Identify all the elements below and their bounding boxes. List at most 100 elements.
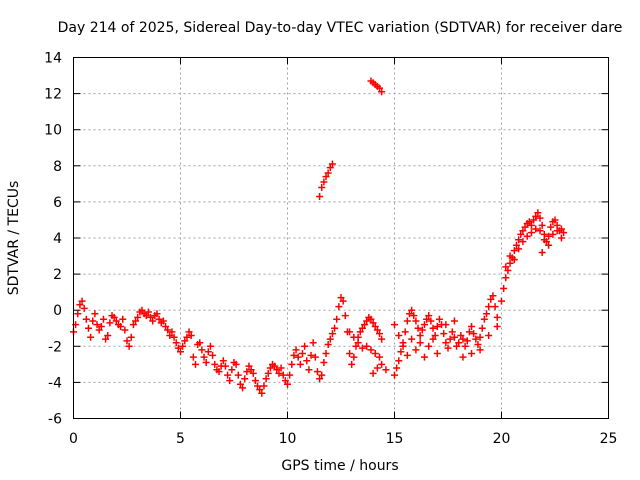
- data-point: [367, 315, 375, 323]
- data-point: [485, 331, 493, 339]
- data-point: [532, 212, 540, 220]
- x-tick-label: 5: [176, 431, 185, 447]
- data-point: [403, 351, 411, 359]
- data-point: [153, 310, 161, 318]
- data-point: [395, 331, 403, 339]
- data-point: [144, 308, 152, 316]
- y-tick-label: 10: [44, 123, 62, 139]
- data-point: [515, 245, 523, 253]
- data-point: [431, 331, 439, 339]
- data-point: [127, 333, 135, 341]
- data-point: [382, 366, 390, 374]
- data-point: [228, 366, 236, 374]
- data-point: [391, 321, 398, 329]
- data-point: [226, 377, 234, 385]
- data-point: [399, 342, 407, 350]
- data-point: [348, 360, 356, 368]
- data-point: [433, 322, 441, 330]
- data-point: [341, 312, 349, 320]
- data-point: [333, 315, 341, 323]
- data-point: [95, 326, 103, 334]
- data-point: [198, 346, 206, 354]
- data-point: [249, 369, 257, 377]
- data-point: [204, 348, 212, 356]
- data-point: [106, 319, 114, 327]
- data-point: [557, 225, 565, 233]
- plot-frame: [73, 57, 609, 419]
- data-point: [450, 317, 458, 325]
- data-point: [551, 216, 559, 224]
- data-point: [378, 88, 386, 96]
- data-point: [224, 371, 232, 379]
- data-point: [420, 321, 428, 329]
- data-point: [425, 312, 433, 320]
- data-point: [405, 310, 413, 318]
- data-point: [102, 335, 110, 343]
- data-point: [416, 339, 424, 347]
- data-point: [311, 353, 319, 361]
- data-point: [435, 315, 443, 323]
- data-point: [527, 221, 535, 229]
- data-point: [134, 313, 142, 321]
- data-point: [468, 350, 476, 358]
- x-tick-label: 15: [386, 431, 404, 447]
- data-point: [408, 306, 416, 314]
- data-point: [433, 350, 441, 358]
- data-point: [489, 292, 497, 300]
- data-point: [202, 359, 210, 367]
- y-tick-label: 6: [53, 195, 62, 211]
- data-point: [74, 310, 82, 318]
- data-point: [138, 306, 146, 314]
- data-point: [510, 247, 518, 255]
- data-point: [275, 369, 283, 377]
- data-point: [440, 330, 448, 338]
- y-tick-label: 12: [44, 87, 62, 103]
- data-point: [519, 227, 527, 235]
- data-point: [418, 326, 426, 334]
- data-point: [453, 342, 461, 350]
- x-tick-label: 25: [600, 431, 618, 447]
- data-point: [322, 173, 330, 181]
- data-point: [200, 353, 208, 361]
- y-tick-label: 14: [44, 51, 62, 67]
- data-point: [316, 192, 324, 200]
- data-point: [427, 317, 435, 325]
- data-point: [410, 312, 418, 320]
- data-point: [172, 339, 180, 347]
- data-point: [256, 386, 264, 394]
- data-point: [320, 178, 328, 186]
- data-point: [78, 297, 86, 305]
- data-point: [371, 322, 379, 330]
- data-point: [455, 339, 463, 347]
- data-point: [485, 303, 493, 311]
- data-point: [174, 344, 182, 352]
- data-point: [506, 252, 514, 260]
- data-point: [527, 229, 535, 237]
- data-point: [168, 328, 176, 336]
- data-point: [545, 241, 553, 249]
- data-point: [367, 346, 375, 354]
- data-point: [241, 375, 249, 383]
- data-point: [313, 368, 321, 376]
- data-point: [534, 209, 542, 217]
- data-point: [504, 266, 512, 274]
- data-point: [408, 335, 416, 343]
- data-point: [459, 353, 467, 361]
- data-point: [117, 322, 125, 330]
- data-point: [414, 324, 422, 332]
- data-point: [532, 225, 540, 233]
- data-point: [221, 362, 229, 370]
- y-tick-label: 8: [53, 159, 62, 175]
- data-point: [119, 315, 127, 323]
- data-point: [483, 310, 491, 318]
- data-point: [326, 164, 334, 172]
- data-point: [245, 362, 253, 370]
- y-tick-label: 2: [53, 267, 62, 283]
- data-point: [234, 371, 242, 379]
- data-point: [547, 223, 555, 231]
- y-tick-labels: -6 -4 -2 0 2 4 6 8 10 12 14: [44, 51, 62, 428]
- data-point: [326, 335, 334, 343]
- y-tick-label: -4: [48, 375, 62, 391]
- y-tick-label: 4: [53, 231, 62, 247]
- data-point: [491, 303, 499, 311]
